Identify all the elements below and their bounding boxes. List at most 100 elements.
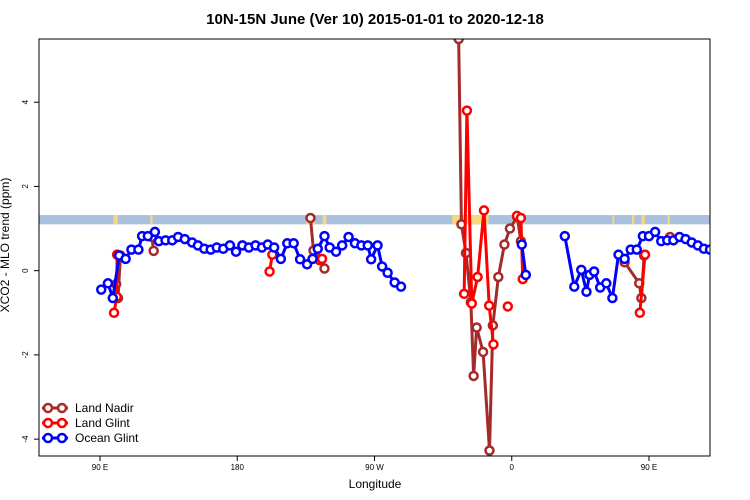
land-patch [631,215,635,225]
ocean-glint-point [619,253,630,265]
legend-item-land-glint: Land Glint [42,416,130,430]
land-nadir-point [484,445,495,456]
ocean-glint-point [102,278,114,289]
ocean-glint-point [288,238,299,249]
land-patch [322,215,327,225]
y-axis-label: XCO2 - MLO trend (ppm) [0,178,12,313]
land-glint-point [478,205,490,216]
land-patch [612,215,615,225]
land-glint-point [639,249,651,260]
ocean-glint-point [395,281,407,292]
land-patch [641,215,645,225]
legend-marker [56,402,68,414]
land-glint-point [466,298,478,309]
ocean-glint-point [631,244,643,255]
land-nadir-point [305,212,316,224]
legend-item-land-nadir: Land Nadir [42,401,134,415]
ocean-glint-point [120,253,131,265]
land-glint-point [264,266,275,277]
ocean-glint-point [601,278,612,289]
land-nadir-point [499,239,510,250]
series-ocean-glint [95,226,710,304]
land-nadir-point [477,346,489,358]
x-tick-label: 90 E [641,463,657,472]
ocean-glint-point [362,240,374,251]
ocean-glint-point [588,266,600,277]
chart-title: 10N-15N June (Ver 10) 2015-01-01 to 2020… [206,11,544,28]
x-tick-label: 90 W [365,463,384,472]
land-nadir-point [504,223,516,234]
ocean-glint-point [343,231,354,243]
land-glint-point [108,307,120,319]
y-tick-label: 0 [21,268,30,273]
ocean-glint-point [133,244,144,255]
land-nadir-point [148,245,159,257]
land-nadir-point [493,271,504,283]
land-glint-point [316,253,328,265]
ocean-glint-point [376,261,388,272]
ocean-glint-point [268,242,280,253]
land-glint-point [461,105,473,116]
ocean-glint-point [319,230,330,242]
ocean-glint-point [95,284,107,295]
land-glint-line [638,254,647,313]
legend-marker [56,432,68,444]
y-tick-label: -4 [21,435,30,443]
land-nadir-point [471,322,482,333]
ocean-glint-point [336,240,348,251]
ocean-glint-point [559,230,571,242]
land-patch [150,215,153,225]
land-nadir-point [453,39,464,45]
ocean-glint-point [516,239,528,250]
ocean-glint-point [107,292,119,304]
land-glint-point [458,288,470,300]
legend-label: Ocean Glint [75,431,139,445]
x-tick-label: 180 [231,463,245,472]
y-axis: -4 -2 0 2 4 [21,99,39,443]
land-nadir-line [457,39,523,453]
series-land-glint [108,105,651,350]
ocean-glint-point [382,267,393,279]
x-axis-label: Longitude [349,477,402,491]
y-tick-label: -2 [21,351,30,359]
x-tick-label: 0 [510,463,515,472]
legend-marker [42,417,54,429]
ocean-glint-point [520,269,532,281]
ocean-glint-point [365,254,377,265]
legend-label: Land Glint [75,416,130,430]
ocean-glint-point [576,264,587,276]
land-nadir-point [468,370,479,382]
ocean-glint-point [581,286,592,297]
ocean-glint-point [607,292,618,304]
series-group [95,39,710,456]
land-glint-point [515,212,527,224]
plot-area [38,38,711,457]
ocean-glint-point [307,253,318,265]
legend-marker [56,417,68,429]
land-glint-point [502,301,514,312]
ocean-glint-point [224,240,236,251]
land-nadir-point [319,263,330,274]
ocean-glint-point [569,281,580,292]
ocean-glint-point [312,243,324,255]
ocean-glint-point [230,246,242,257]
legend-marker [42,402,54,414]
y-tick-label: 2 [21,184,30,189]
legend-item-ocean-glint: Ocean Glint [42,431,139,445]
ocean-glint-point [330,246,342,257]
legend-label: Land Nadir [75,401,134,415]
land-glint-point [488,339,499,350]
land-patch [113,215,118,225]
land-glint-point [483,300,495,311]
y-tick-label: 4 [21,99,30,104]
ocean-glint-point [704,244,710,255]
ocean-glint-point [649,226,661,238]
legend-marker [42,432,54,444]
x-tick-label: 90 E [92,463,108,472]
ocean-glint-point [372,240,383,251]
ocean-glint-point [275,253,287,265]
ocean-glint-point [149,226,161,238]
land-glint-point [472,271,483,283]
